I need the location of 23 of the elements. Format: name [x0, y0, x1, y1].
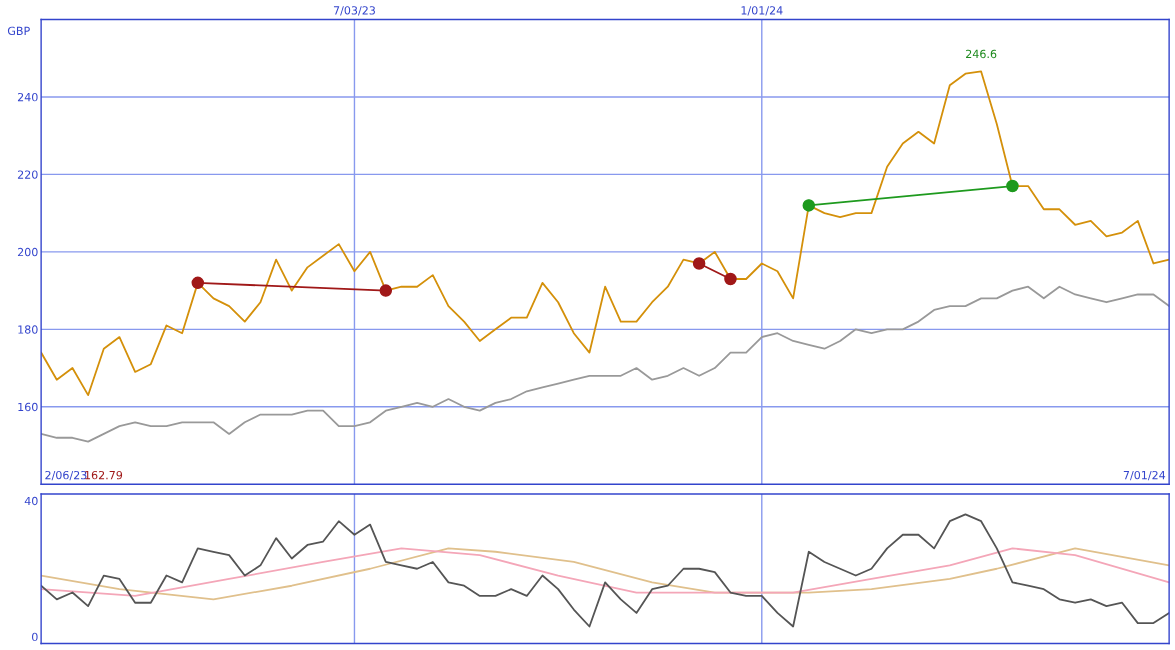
annotation: 162.79 — [85, 470, 123, 480]
y-tick-label: 240 — [17, 92, 38, 102]
annotation: 2/06/23 — [45, 470, 87, 481]
line-series — [41, 70, 1170, 397]
y-tick-label: 0 — [32, 632, 38, 642]
y-tick-label: 160 — [18, 402, 38, 412]
annotation: 7/01/24 — [1123, 470, 1166, 481]
y-tick-label: 40 — [24, 496, 38, 506]
x-tick-label: 1/01/24 — [741, 6, 783, 16]
point — [1006, 179, 1019, 193]
annotation: 246.6 — [966, 49, 997, 59]
y-tick-label: 200 — [17, 247, 38, 257]
y-tick-label: 220 — [17, 170, 38, 179]
y-tick-label: 180 — [18, 325, 38, 334]
point — [379, 284, 393, 297]
line-series — [41, 513, 1170, 628]
point — [692, 257, 706, 270]
line-series — [41, 285, 1170, 443]
x-tick-label: 7/03/23 — [333, 6, 375, 16]
point — [802, 199, 816, 212]
point — [724, 272, 737, 286]
y-axis-title: GBP — [7, 26, 30, 36]
point — [191, 276, 205, 290]
